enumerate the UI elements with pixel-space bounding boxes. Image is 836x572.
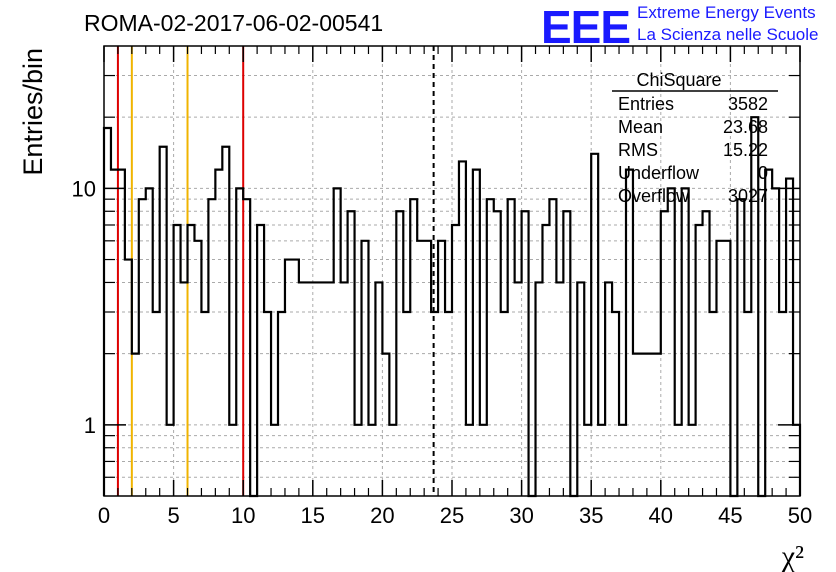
stats-box: ChiSquare Entries 3582 Mean 23.68 RMS 15.22 Und… [612, 70, 778, 206]
histogram-series [102, 116, 802, 498]
x-tick-label: 25 [440, 503, 464, 528]
x-tick-label: 30 [509, 503, 533, 528]
stats-value: 15.22 [723, 140, 768, 160]
stats-label: Underflow [618, 163, 700, 183]
x-tick-label: 0 [98, 503, 110, 528]
logo-caption-line1: Extreme Energy Events [637, 3, 816, 22]
x-tick-label: 45 [718, 503, 742, 528]
stats-title: ChiSquare [636, 70, 721, 90]
stats-value: 3027 [728, 186, 768, 206]
stats-label: Mean [618, 117, 663, 137]
x-tick-label: 20 [370, 503, 394, 528]
axis-ticks: 0 5 10 15 20 25 30 35 40 45 50 1 10 [72, 46, 812, 528]
x-tick-label: 40 [649, 503, 673, 528]
chart-title: ROMA-02-2017-06-02-00541 [84, 10, 384, 36]
x-tick-label: 15 [301, 503, 325, 528]
y-tick-label: 1 [84, 413, 96, 438]
logo-caption-line2: La Scienza nelle Scuole [637, 25, 819, 44]
eee-logo: EEE [541, 1, 631, 53]
x-tick-label: 10 [231, 503, 255, 528]
y-axis-label: Entries/bin [18, 48, 48, 176]
x-tick-label: 5 [167, 503, 179, 528]
marker-lines [116, 46, 435, 496]
x-tick-label: 35 [579, 503, 603, 528]
x-tick-label: 50 [788, 503, 812, 528]
x-axis-label: χ² [781, 540, 804, 572]
stats-label: RMS [618, 140, 658, 160]
stats-value: 3582 [728, 94, 768, 114]
stats-label: Overflow [618, 186, 690, 206]
y-tick-label: 10 [72, 176, 96, 201]
stats-value: 0 [758, 163, 768, 183]
stats-label: Entries [618, 94, 674, 114]
stats-value: 23.68 [723, 117, 768, 137]
